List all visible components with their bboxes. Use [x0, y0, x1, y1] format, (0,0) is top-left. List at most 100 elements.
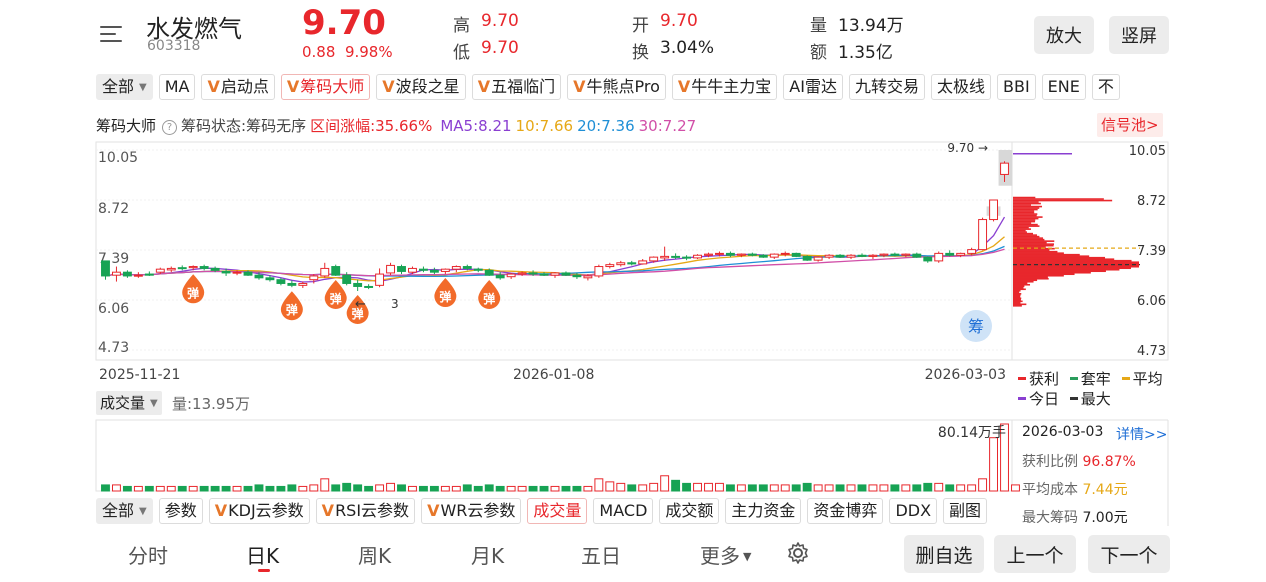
chip-bar — [1013, 237, 1043, 239]
candle-body — [683, 257, 691, 258]
sub-indicator-all-dropdown[interactable]: 全部 ▼ — [96, 498, 153, 524]
chip-bar — [1013, 260, 1132, 262]
tab-monthly-k[interactable]: 月K — [471, 540, 504, 569]
sub-tab-amount[interactable]: 成交额 — [659, 498, 719, 524]
candle-body — [935, 253, 943, 261]
sub-tab-label: MACD — [599, 501, 647, 520]
chip-bar — [1013, 201, 1039, 203]
candle-body — [891, 254, 899, 255]
tab-intraday[interactable]: 分时 — [128, 540, 168, 569]
next-stock-button[interactable]: 下一个 — [1088, 535, 1170, 573]
candle-body — [836, 255, 844, 257]
volume-bar — [683, 483, 691, 491]
volume-selector[interactable]: 成交量 ▼ — [96, 391, 162, 415]
chip-bar — [1013, 287, 1023, 289]
bounce-marker: 弹 — [325, 280, 347, 309]
chip-bar — [1013, 255, 1089, 257]
chip-badge-label: 筹 — [968, 317, 984, 336]
volume-bar — [957, 485, 965, 491]
sub-tab-main-fund[interactable]: 主力资金 — [725, 498, 801, 524]
sub-tab-label: 主力资金 — [731, 501, 795, 520]
y-axis-label-left: 10.05 — [98, 150, 138, 166]
tab-five-day[interactable]: 五日 — [581, 540, 621, 569]
volume-selector-label: 成交量 — [100, 394, 145, 412]
profit-legend: 获利 — [1029, 370, 1059, 388]
chip-bar — [1013, 294, 1020, 296]
volume-bar — [946, 485, 954, 491]
sub-tab-wr[interactable]: VWR云参数 — [421, 498, 521, 524]
candle-body — [518, 273, 526, 274]
trapped-legend: 套牢 — [1081, 370, 1111, 388]
previous-stock-button[interactable]: 上一个 — [994, 535, 1076, 573]
chip-bar — [1013, 275, 1064, 277]
bounce-marker: 弹 — [182, 274, 204, 303]
chip-badge-icon: 筹 — [960, 310, 992, 342]
chip-bar — [1013, 273, 1075, 275]
tab-weekly-k[interactable]: 周K — [358, 540, 391, 569]
dropdown-triangle-icon: ▼ — [139, 500, 147, 524]
candle — [562, 271, 570, 276]
volume-bar — [902, 485, 910, 491]
candle — [869, 254, 877, 259]
volume-bar — [463, 485, 471, 491]
chip-detail-link[interactable]: 详情>> — [1116, 424, 1167, 444]
average-legend: 平均 — [1133, 370, 1163, 388]
volume-bar — [869, 485, 877, 491]
candle-body — [584, 276, 592, 278]
candle-body — [200, 267, 208, 269]
bounce-label: 弹 — [187, 285, 199, 300]
sub-tab-label: WR云参数 — [440, 501, 515, 520]
volume-bar — [573, 486, 581, 491]
candle-body — [551, 273, 559, 275]
sub-tab-volume[interactable]: 成交量 — [527, 498, 587, 524]
chip-bar — [1013, 197, 1035, 199]
v-badge-icon: V — [427, 501, 439, 520]
candle — [606, 263, 614, 269]
sub-tab-ddx[interactable]: DDX — [889, 498, 937, 524]
volume-bar — [529, 486, 537, 491]
candle-body — [1001, 163, 1009, 174]
bounce-marker: 弹 — [281, 291, 303, 320]
volume-bar — [310, 485, 318, 491]
volume-bar — [387, 483, 395, 491]
volume-bar — [551, 486, 559, 491]
candle-body — [825, 255, 833, 257]
volume-bar — [156, 486, 164, 491]
candle-body — [233, 272, 241, 273]
sub-tab-params[interactable]: 参数 — [159, 498, 203, 524]
volume-bar — [650, 483, 658, 491]
candle-body — [485, 270, 493, 275]
candle-body — [398, 267, 406, 272]
volume-bar — [990, 438, 998, 491]
sub-tab-macd[interactable]: MACD — [593, 498, 653, 524]
sub-tab-more[interactable]: 副图 — [943, 498, 987, 524]
candle-body — [946, 253, 954, 255]
sub-tab-rsi[interactable]: VRSI云参数 — [316, 498, 415, 524]
candle-body — [759, 255, 767, 257]
profit-ratio-row: 获利比例 96.87% — [1022, 451, 1136, 471]
candle-body — [419, 269, 427, 270]
candle — [770, 253, 778, 259]
remove-watchlist-button[interactable]: 删自选 — [904, 535, 984, 573]
candle — [792, 253, 800, 258]
volume-bar — [507, 486, 515, 491]
sub-tab-fund-game[interactable]: 资金博弈 — [807, 498, 883, 524]
volume-bar — [398, 485, 406, 491]
candle-body — [628, 263, 636, 264]
sub-tab-kdj[interactable]: VKDJ云参数 — [209, 498, 310, 524]
candle — [803, 255, 811, 261]
x-axis-date-label: 2026-01-08 — [513, 367, 594, 383]
chip-bar — [1013, 239, 1044, 241]
volume-bar — [376, 485, 384, 491]
chip-bar — [1013, 206, 1042, 208]
volume-bar — [266, 486, 274, 491]
volume-readout: 量:13.95万 — [172, 393, 250, 414]
volume-bar — [748, 485, 756, 491]
last-price-marker: 9.70 → — [947, 141, 988, 155]
volume-bar — [606, 482, 614, 491]
gear-icon[interactable] — [786, 541, 810, 565]
candle — [200, 265, 208, 271]
tab-more[interactable]: 更多 ▼ — [700, 540, 751, 569]
tab-daily-k[interactable]: 日K — [246, 540, 279, 569]
v-badge-icon: V — [215, 501, 227, 520]
